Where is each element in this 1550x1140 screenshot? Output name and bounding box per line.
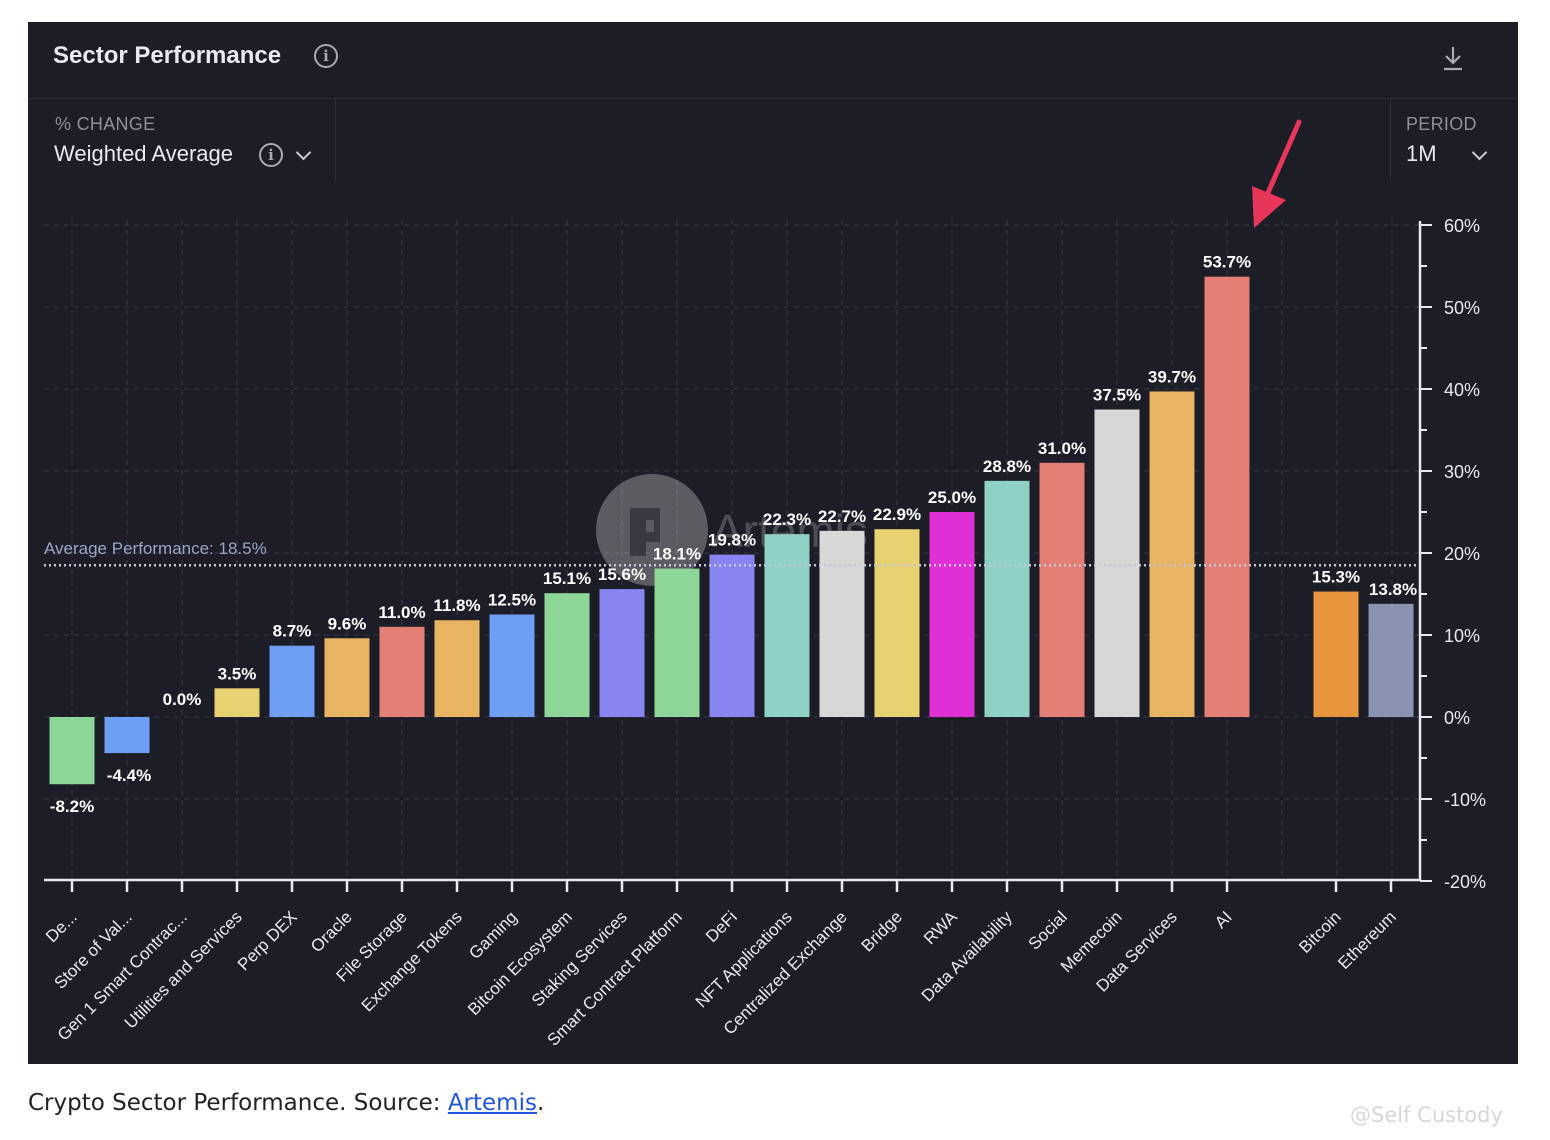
x-tick-label: AI: [1211, 907, 1236, 932]
bar: [929, 512, 975, 717]
data-label: 15.6%: [598, 565, 646, 584]
data-label: 9.6%: [328, 614, 367, 633]
bar: [764, 534, 810, 717]
data-label: 22.9%: [873, 505, 921, 524]
y-tick-label: 0%: [1444, 708, 1470, 728]
x-tick-label: Bitcoin Ecosystem: [464, 907, 576, 1019]
bar: [49, 717, 95, 785]
data-label: 31.0%: [1038, 439, 1086, 458]
bar: [654, 568, 700, 717]
data-label: -4.4%: [107, 766, 151, 785]
data-label: 13.8%: [1369, 580, 1417, 599]
data-label: 37.5%: [1093, 386, 1141, 405]
bar: [599, 589, 645, 717]
average-label: Average Performance: 18.5%: [44, 539, 267, 558]
highlight-arrow-icon: [1264, 119, 1302, 198]
data-label: 25.0%: [928, 488, 976, 507]
artemis-logo-icon: [596, 474, 708, 586]
metric-value: Weighted Average: [54, 141, 233, 166]
bar: [324, 638, 370, 717]
bar: [1368, 603, 1414, 717]
y-tick-label: 10%: [1444, 626, 1480, 646]
figure-caption: Crypto Sector Performance. Source: Artem…: [28, 1090, 544, 1116]
x-tick-label: DeFi: [702, 907, 741, 946]
metric-info-icon[interactable]: i: [259, 143, 283, 167]
y-tick-label: 60%: [1444, 216, 1480, 236]
x-tick-label: Bridge: [858, 907, 906, 955]
data-label: 22.3%: [763, 510, 811, 529]
x-tick-label: Gaming: [465, 907, 521, 963]
data-label: 28.8%: [983, 457, 1031, 476]
y-tick-label: 50%: [1444, 298, 1480, 318]
bar: [709, 554, 755, 717]
data-label: 0.0%: [163, 690, 202, 709]
data-label: 18.1%: [653, 545, 701, 564]
x-tick-label: RWA: [920, 907, 961, 948]
x-tick-label: Social: [1025, 907, 1071, 953]
data-label: 15.3%: [1312, 568, 1360, 587]
metric-selector[interactable]: % CHANGE Weighted Average i: [28, 99, 336, 181]
data-label: 12.5%: [488, 591, 536, 610]
x-tick-label: Perp DEX: [234, 907, 301, 974]
data-label: 22.7%: [818, 507, 866, 526]
metric-label: % CHANGE: [55, 114, 156, 134]
bar: [819, 530, 865, 717]
panel-header: Sector Performance i: [28, 22, 1518, 99]
period-value: 1M: [1406, 141, 1437, 166]
data-label: 3.5%: [218, 664, 257, 683]
bar: [379, 626, 425, 717]
bar: [1039, 462, 1085, 717]
period-selector[interactable]: PERIOD 1M: [1390, 99, 1511, 181]
bar: [104, 717, 150, 754]
bar: [1094, 409, 1140, 717]
bar: [489, 614, 535, 717]
chart-title: Sector Performance: [53, 42, 282, 69]
bar: [1204, 276, 1250, 717]
x-tick-label: Staking Services: [528, 907, 631, 1010]
x-tick-label: Oracle: [307, 907, 356, 956]
bar: [434, 620, 480, 717]
data-label: 11.0%: [378, 603, 425, 622]
bar: [269, 645, 315, 717]
caption-end: .: [536, 1090, 545, 1116]
download-icon[interactable]: [1441, 44, 1465, 72]
x-tick-label: Ethereum: [1334, 907, 1400, 973]
data-label: 11.8%: [433, 596, 480, 615]
y-tick-label: 30%: [1444, 462, 1480, 482]
bar: [1149, 391, 1195, 717]
bar: [984, 480, 1030, 717]
x-tick-label: Exchange Tokens: [358, 907, 466, 1015]
y-tick-label: 40%: [1444, 380, 1480, 400]
x-tick-label: Bitcoin: [1295, 907, 1345, 957]
y-tick-label: 20%: [1444, 544, 1480, 564]
info-icon[interactable]: i: [314, 44, 338, 68]
y-tick-label: -20%: [1444, 872, 1486, 892]
bar: [874, 529, 920, 717]
caption-text: Crypto Sector Performance. Source:: [28, 1090, 448, 1116]
bar: [1313, 591, 1359, 717]
watermark: @Self Custody: [1350, 1103, 1503, 1127]
source-link[interactable]: Artemis: [447, 1090, 537, 1116]
data-label: 8.7%: [273, 622, 312, 641]
y-tick-label: -10%: [1444, 790, 1486, 810]
x-tick-label: NFT Applications: [692, 907, 796, 1011]
x-tick-label: De...: [42, 907, 81, 946]
bar: [544, 593, 590, 717]
period-label: PERIOD: [1406, 114, 1477, 134]
data-label: 19.8%: [708, 531, 756, 550]
highlight-arrowhead-icon: [1252, 186, 1286, 228]
data-label: 39.7%: [1148, 367, 1196, 386]
data-label: -8.2%: [50, 797, 94, 816]
bar: [214, 688, 260, 717]
data-label: 53.7%: [1203, 253, 1251, 272]
artemis-logo-mark: [630, 508, 660, 556]
data-label: 15.1%: [543, 569, 591, 588]
